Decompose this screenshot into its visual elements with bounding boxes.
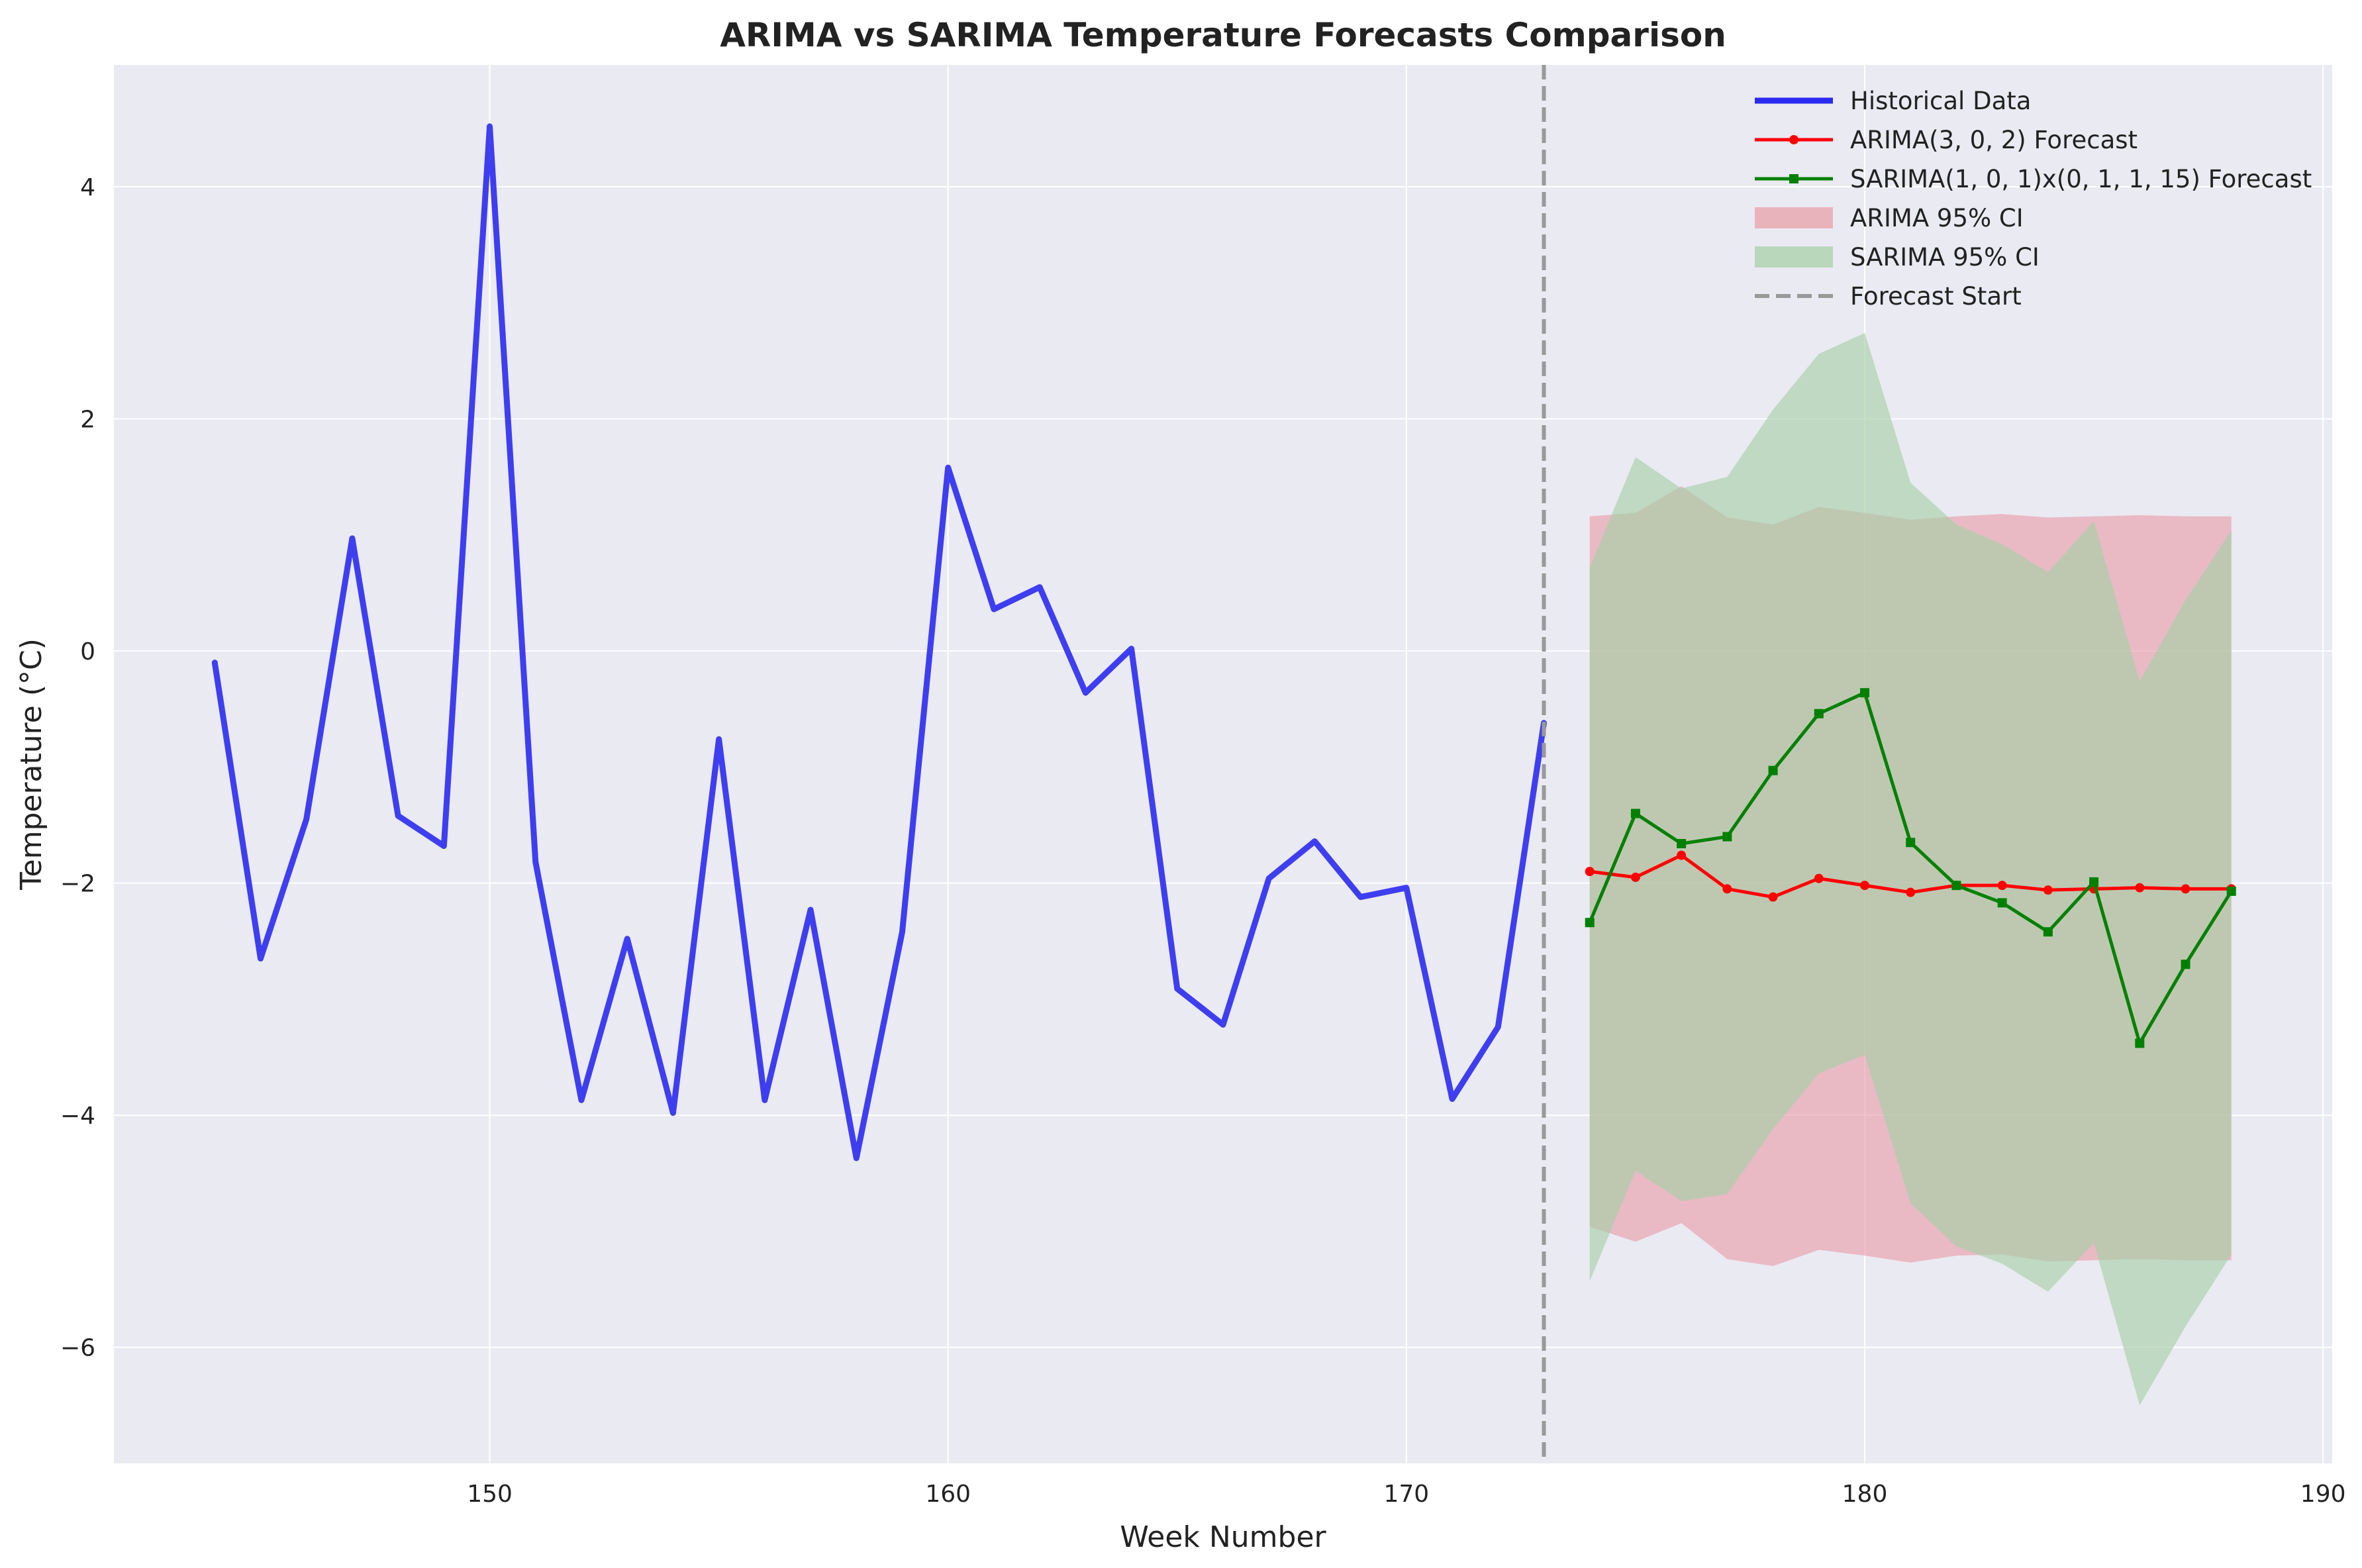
legend-label: SARIMA(1, 0, 1)x(0, 1, 1, 15) Forecast	[1850, 165, 2312, 193]
legend-entry-forecast-start: Forecast Start	[1755, 282, 2022, 311]
series-lines	[211, 123, 2236, 1161]
data-point	[2135, 883, 2145, 893]
legend-label: SARIMA 95% CI	[1850, 243, 2040, 271]
legend-entry-sarima-95-ci: SARIMA 95% CI	[1755, 243, 2040, 271]
y-axis-label: Temperature (°C)	[15, 638, 48, 891]
x-tick-label: 190	[2300, 1481, 2346, 1508]
data-point	[1951, 881, 1961, 891]
x-tick-label: 160	[925, 1481, 971, 1508]
legend-entry-arima-95-ci: ARIMA 95% CI	[1755, 204, 2024, 232]
y-tick-label: 4	[80, 174, 95, 201]
data-point	[1906, 838, 1916, 848]
legend-swatch	[1755, 246, 1833, 268]
data-point	[1860, 881, 1870, 891]
legend-marker	[1789, 135, 1798, 144]
data-point	[1630, 872, 1640, 882]
data-point	[2043, 885, 2053, 895]
data-point	[1768, 765, 1778, 775]
data-point	[2043, 927, 2053, 937]
data-point	[1630, 808, 1640, 818]
x-tick-label: 150	[467, 1481, 513, 1508]
data-point	[2089, 877, 2099, 887]
chart-title: ARIMA vs SARIMA Temperature Forecasts Co…	[720, 16, 1726, 54]
legend-label: Forecast Start	[1850, 282, 2022, 311]
data-point	[1997, 898, 2007, 908]
data-point	[1860, 688, 1870, 698]
legend-marker	[1789, 174, 1798, 183]
sarima-95-ci-band	[1589, 332, 2232, 1406]
legend-label: Historical Data	[1850, 87, 2031, 115]
y-tick-label: −2	[60, 871, 95, 898]
data-point	[1997, 881, 2007, 891]
legend-entry-sarima-1-0-1-x-0-1-1-15-forecast: SARIMA(1, 0, 1)x(0, 1, 1, 15) Forecast	[1755, 165, 2312, 193]
data-point	[1677, 850, 1687, 860]
y-tick-label: 2	[80, 407, 95, 434]
data-point	[1677, 839, 1687, 849]
y-tick-label: 0	[80, 638, 95, 665]
data-point	[1722, 832, 1732, 842]
data-point	[2181, 959, 2190, 969]
legend-label: ARIMA 95% CI	[1850, 204, 2024, 232]
confidence-bands	[1589, 332, 2232, 1406]
legend-entry-historical-data: Historical Data	[1755, 87, 2031, 115]
x-axis-label: Week Number	[1120, 1520, 1326, 1554]
data-point	[1768, 892, 1778, 902]
legend-swatch	[1755, 207, 1833, 228]
legend-entry-arima-3-0-2-forecast: ARIMA(3, 0, 2) Forecast	[1755, 126, 2138, 154]
data-point	[1585, 918, 1595, 928]
y-tick-label: −6	[60, 1335, 95, 1362]
legend-label: ARIMA(3, 0, 2) Forecast	[1850, 126, 2138, 154]
data-point	[1585, 867, 1595, 877]
legend: Historical Data ARIMA(3, 0, 2) Forecast SA…	[1755, 87, 2312, 311]
data-point	[1906, 887, 1916, 897]
data-point	[2226, 886, 2236, 896]
x-tick-label: 170	[1384, 1481, 1430, 1508]
data-point	[2181, 884, 2190, 894]
y-tick-label: −4	[60, 1102, 95, 1130]
x-tick-label: 180	[1842, 1481, 1888, 1508]
data-point	[1722, 884, 1732, 894]
historical-data-line	[211, 123, 1548, 1161]
tick-labels: 150 160 170 180 190 −6 −4 −2 0 2 4	[60, 174, 2346, 1508]
data-point	[1814, 873, 1824, 883]
data-point	[1814, 709, 1824, 718]
data-point	[2135, 1038, 2145, 1048]
